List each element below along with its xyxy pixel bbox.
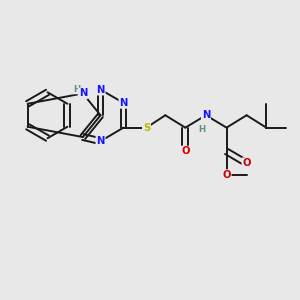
Text: H: H [198,125,205,134]
Text: O: O [181,146,190,157]
Text: O: O [242,158,251,168]
Text: N: N [119,98,128,108]
Text: N: N [79,88,87,98]
Text: S: S [143,123,150,133]
Text: N: N [96,85,105,94]
Text: N: N [202,110,210,120]
Text: H: H [73,85,80,94]
Text: N: N [96,136,105,146]
Text: O: O [222,170,231,180]
